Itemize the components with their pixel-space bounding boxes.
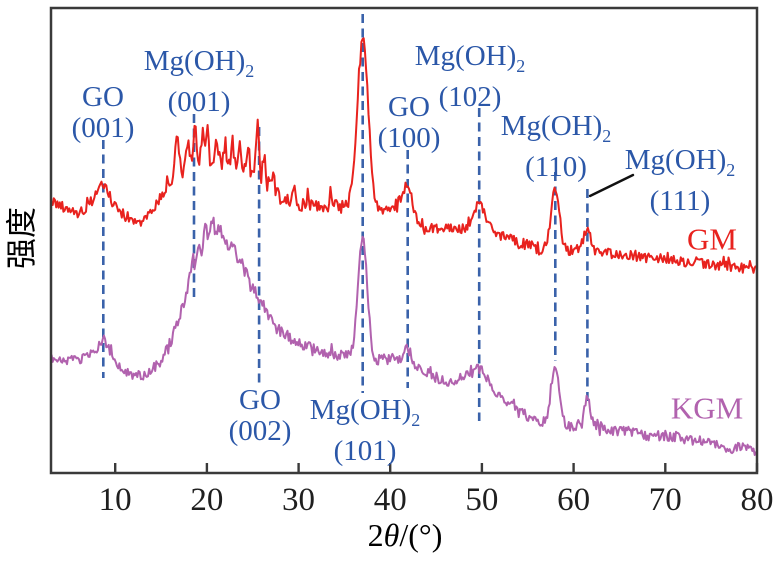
x-tick-label-80: 80 (740, 482, 774, 518)
y-axis-label: 强度 (4, 207, 40, 269)
peak-label-plane: (110) (525, 150, 587, 183)
peak-label-phase: GO (388, 91, 430, 123)
peak-label-plane: (002) (228, 415, 292, 447)
peak-label-phase: Mg(OH)2 (624, 144, 736, 180)
series-label-kgm: KGM (670, 390, 744, 426)
peak-label-mgoh2-101: Mg(OH)2 (101) (310, 395, 420, 467)
peak-label-phase: GO (239, 384, 281, 416)
plot-frame (49, 6, 759, 475)
x-tick-label-10: 10 (98, 482, 132, 518)
peak-label-plane: (001) (167, 85, 231, 118)
x-tick-label-70: 70 (648, 482, 682, 518)
peak-label-go-100: GO (100) (378, 92, 441, 154)
x-axis-label-pre: 2 (367, 517, 384, 553)
x-tick-label-20: 20 (190, 482, 224, 518)
peak-label-plane: (111) (649, 184, 711, 217)
peak-label-go-002: GO (002) (229, 385, 292, 447)
xrd-curve-kgm (52, 216, 756, 456)
peak-label-plane: (101) (333, 434, 397, 467)
pointer-line-mgoh2-111 (588, 173, 635, 198)
peak-label-phase: Mg(OH)2 (309, 394, 421, 430)
peak-label-mgoh2-102: Mg(OH)2 (102) (415, 41, 525, 113)
peak-label-phase: Mg(OH)2 (414, 40, 526, 76)
peak-label-go-001: GO (001) (72, 82, 135, 144)
peak-label-plane: (100) (377, 122, 441, 154)
x-tick-label-30: 30 (282, 482, 316, 518)
x-tick-label-50: 50 (465, 482, 499, 518)
series-label-gm: GM (687, 221, 737, 257)
peak-label-mgoh2-111: Mg(OH)2 (111) (625, 145, 735, 217)
x-axis-label-theta: θ (383, 517, 400, 553)
peak-label-mgoh2-110: Mg(OH)2 (110) (501, 111, 611, 183)
peak-label-plane: (001) (71, 112, 135, 144)
peak-label-phase: Mg(OH)2 (143, 45, 255, 81)
xrd-curve-gm (52, 37, 756, 274)
x-axis-label-post: /(°) (399, 517, 443, 553)
peak-label-phase: Mg(OH)2 (500, 110, 612, 146)
peak-label-phase: GO (82, 81, 124, 113)
peak-label-mgoh2-001: Mg(OH)2 (001) (144, 46, 254, 118)
x-axis-label: 2θ/(°) (368, 519, 443, 551)
peak-label-plane: (102) (438, 80, 502, 113)
x-tick-label-60: 60 (557, 482, 591, 518)
x-tick-label-40: 40 (373, 482, 407, 518)
